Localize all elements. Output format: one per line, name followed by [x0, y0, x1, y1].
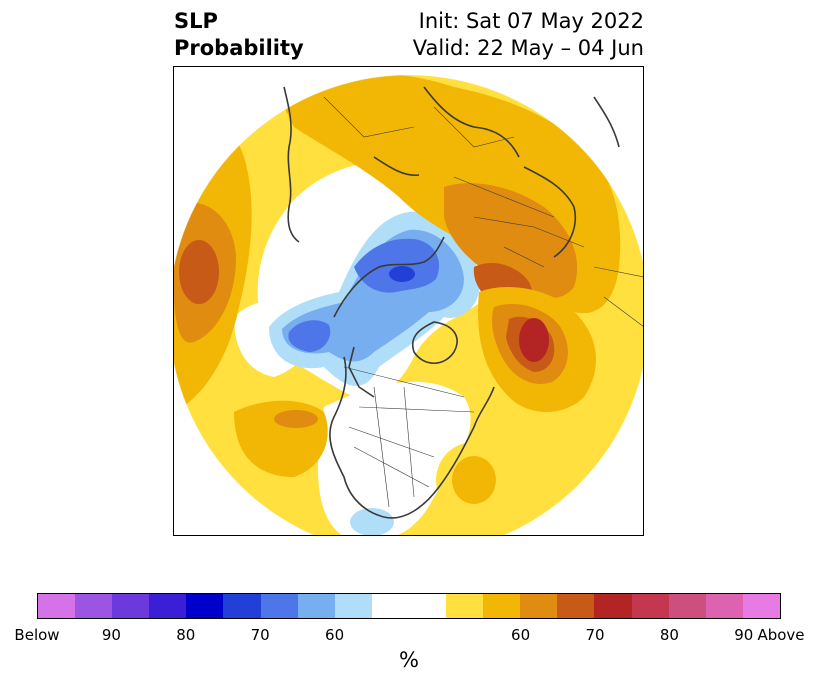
colorbar-swatch [520, 594, 558, 618]
colorbar-swatch [557, 594, 595, 618]
colorbar-swatch [371, 594, 447, 618]
title-variable: SLP [174, 9, 218, 33]
probability-map [174, 74, 643, 535]
political-borders [323, 96, 643, 508]
map-panel [173, 66, 644, 536]
valid-period: Valid: 22 May – 04 Jun [412, 36, 644, 60]
colorbar-swatch [334, 594, 372, 618]
title-right: Init: Sat 07 May 2022 Valid: 22 May – 04… [413, 8, 644, 62]
shaded-probability-field [174, 75, 643, 535]
colorbar-unit: % [399, 648, 419, 672]
colorbar-tick-label: Below [14, 626, 60, 644]
colorbar [37, 593, 781, 619]
colorbar-tick-labels: Below 90 80 70 60 60 70 80 90 Above [0, 626, 819, 646]
colorbar-swatch [594, 594, 632, 618]
colorbar-swatch [705, 594, 743, 618]
colorbar-swatch [75, 594, 113, 618]
colorbar-swatch [223, 594, 261, 618]
colorbar-tick-label: 60 [325, 626, 345, 644]
init-time: Init: Sat 07 May 2022 [418, 9, 644, 33]
colorbar-swatch [38, 594, 76, 618]
colorbar-swatch [446, 594, 484, 618]
colorbar-swatch [297, 594, 335, 618]
colorbar-swatch [112, 594, 150, 618]
colorbar-swatch [483, 594, 521, 618]
colorbar-tick-label: 60 [511, 626, 531, 644]
colorbar-swatch [186, 594, 224, 618]
colorbar-tick-label: 90 [101, 626, 121, 644]
coastlines [283, 86, 620, 519]
colorbar-swatch [260, 594, 298, 618]
colorbar-tick-label: 70 [585, 626, 605, 644]
colorbar-swatch [631, 594, 669, 618]
title-left: SLP Probability [174, 8, 304, 62]
colorbar-tick-label: Above [757, 626, 805, 644]
colorbar-tick-label: 70 [250, 626, 270, 644]
title-product: Probability [174, 36, 304, 60]
colorbar-tick-label: 80 [176, 626, 196, 644]
colorbar-swatch [668, 594, 706, 618]
colorbar-tick-label: 80 [659, 626, 679, 644]
colorbar-swatch [149, 594, 187, 618]
colorbar-swatch [742, 594, 780, 618]
colorbar-tick-label: 90 [734, 626, 754, 644]
